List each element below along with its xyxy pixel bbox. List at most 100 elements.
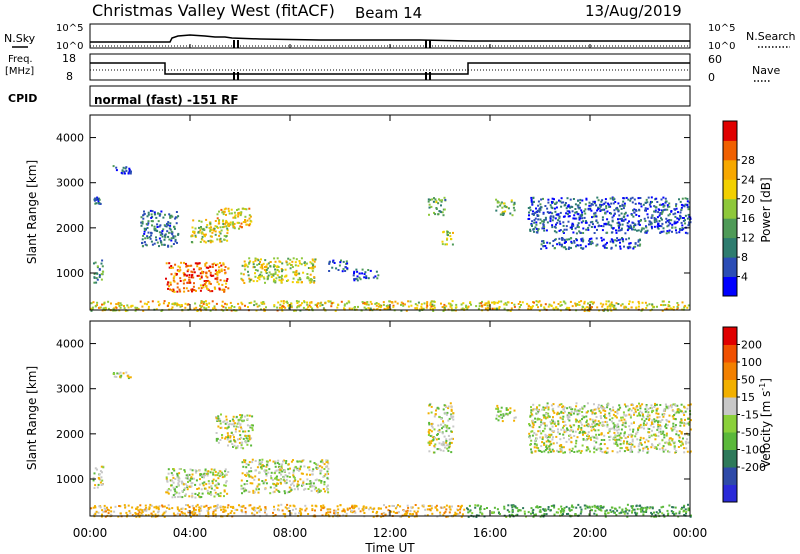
echo-cell (675, 433, 678, 436)
echo-cell (558, 237, 561, 240)
echo-cell (271, 478, 274, 481)
echo-cell (598, 433, 600, 436)
echo-cell (415, 512, 418, 515)
echo-cell (225, 235, 228, 238)
echo-cell (233, 306, 236, 308)
echo-cell (170, 273, 173, 276)
echo-cell (204, 468, 207, 471)
echo-cell (552, 215, 555, 218)
echo-cell (548, 447, 551, 450)
echo-cell (650, 421, 653, 424)
echo-cell (428, 440, 431, 443)
echo-cell (420, 305, 423, 308)
echo-cell (675, 207, 678, 210)
echo-cell (671, 223, 674, 226)
echo-cell (172, 468, 174, 471)
echo-cell (586, 433, 589, 436)
echo-cell (579, 408, 582, 411)
echo-cell (529, 230, 532, 232)
echo-cell (562, 437, 565, 440)
echo-cell (155, 308, 158, 311)
echo-cell (99, 470, 102, 473)
echo-cell (459, 511, 461, 514)
cpid-text: normal (fast) -151 RF (94, 93, 239, 107)
echo-cell (367, 303, 370, 306)
echo-cell (234, 422, 236, 425)
echo-cell (449, 305, 452, 307)
echo-cell (683, 305, 686, 308)
echo-cell (598, 410, 601, 413)
echo-cell (561, 514, 563, 517)
echo-cell (176, 303, 179, 306)
echo-cell (630, 409, 633, 412)
echo-cell (664, 403, 667, 406)
echo-cell (97, 483, 100, 486)
echo-cell (192, 477, 195, 480)
echo-cell (168, 213, 171, 216)
echo-cell (287, 510, 290, 512)
echo-cell (296, 302, 299, 304)
echo-cell (448, 438, 451, 441)
echo-cell (556, 449, 558, 452)
echo-cell (234, 508, 237, 511)
echo-cell (214, 505, 217, 507)
echo-cell (274, 470, 277, 473)
echo-cell (337, 513, 339, 516)
echo-cell (559, 229, 562, 231)
echo-cell (361, 272, 364, 275)
echo-cell (568, 210, 571, 213)
echo-cell (201, 232, 204, 235)
echo-cell (440, 417, 443, 420)
echo-cell (628, 227, 631, 229)
echo-cell (294, 465, 297, 468)
echo-cell (237, 213, 240, 216)
echo-cell (637, 300, 640, 303)
echo-cell (443, 435, 446, 438)
echo-cell (626, 515, 629, 518)
echo-cell (642, 203, 645, 206)
echo-cell (222, 213, 225, 216)
echo-cell (214, 474, 217, 477)
echo-cell (191, 473, 194, 476)
echo-cell (190, 264, 193, 267)
echo-cell (294, 264, 297, 267)
echo-cell (686, 306, 689, 309)
echo-cell (146, 227, 149, 229)
echo-cell (565, 505, 568, 508)
echo-cell (323, 483, 326, 486)
echo-cell (311, 307, 314, 310)
echo-cell (206, 489, 209, 492)
echo-cell (556, 213, 559, 216)
echo-cell (637, 220, 640, 223)
echo-cell (103, 504, 106, 507)
echo-cell (248, 214, 251, 217)
echo-cell (311, 270, 314, 273)
echo-cell (626, 512, 629, 515)
echo-cell (257, 478, 260, 481)
echo-cell (286, 503, 289, 506)
echo-cell (619, 238, 622, 241)
echo-cell (461, 513, 464, 516)
echo-cell (585, 505, 588, 508)
echo-cell (216, 213, 219, 216)
echo-cell (567, 418, 570, 421)
echo-cell (521, 301, 524, 304)
echo-cell (563, 238, 566, 241)
echo-cell (611, 450, 614, 453)
echo-cell (260, 508, 262, 511)
echo-cell (236, 209, 238, 211)
echo-cell (542, 197, 544, 200)
echo-cell (311, 470, 314, 473)
echo-cell (251, 458, 254, 461)
echo-cell (143, 210, 145, 213)
echo-cell (558, 432, 561, 435)
echo-cell (213, 227, 216, 230)
echo-cell (429, 301, 432, 304)
echo-cell (219, 279, 222, 282)
echo-cell (628, 220, 630, 223)
echo-cell (245, 466, 248, 469)
echo-cell (200, 267, 202, 270)
echo-cell (583, 416, 586, 419)
echo-cell (260, 308, 262, 311)
echo-cell (382, 303, 385, 306)
